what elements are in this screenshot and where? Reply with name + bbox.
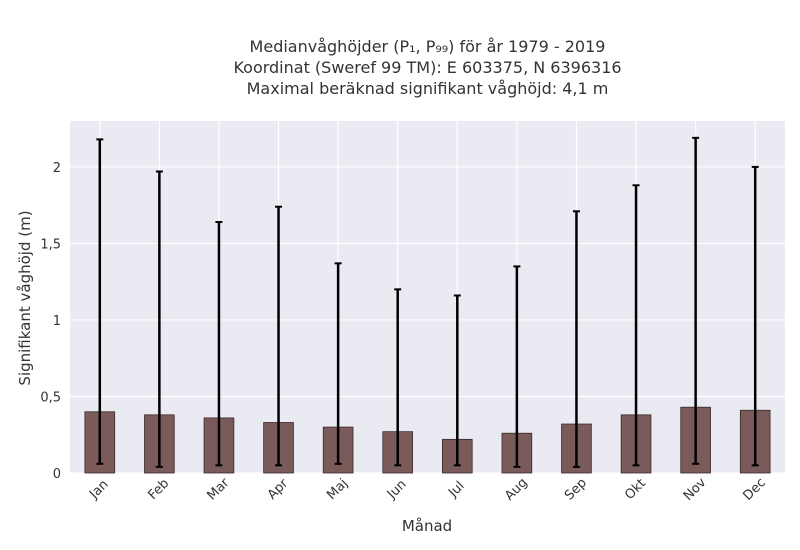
y-axis-label: Signifikant våghöjd (m) [16, 210, 34, 385]
x-tick-label: Okt [622, 476, 649, 503]
x-axis-label: Månad [402, 517, 452, 535]
y-tick-label: 1,5 [40, 237, 61, 252]
title-line-1: Medianvåghöjder (P₁, P₉₉) för år 1979 - … [249, 37, 606, 56]
x-tick-label: Dec [741, 475, 769, 503]
y-axis-ticks: 0 0,5 1 1,5 2 [40, 161, 61, 482]
y-tick-label: 0,5 [40, 390, 61, 405]
y-tick-label: 0 [53, 467, 61, 482]
x-tick-label: Feb [145, 476, 172, 503]
x-tick-label: Jan [86, 477, 111, 502]
title-line-2: Koordinat (Sweref 99 TM): E 603375, N 63… [233, 58, 622, 77]
y-tick-label: 1 [53, 314, 61, 329]
x-tick-label: Apr [265, 476, 292, 503]
x-tick-label: Sep [562, 476, 590, 504]
chart-title: Medianvåghöjder (P₁, P₉₉) för år 1979 - … [70, 36, 785, 99]
x-tick-label: Nov [681, 475, 710, 504]
y-tick-label: 2 [53, 161, 61, 176]
x-tick-label: Aug [502, 475, 531, 504]
x-tick-label: Mar [205, 475, 233, 503]
x-tick-label: Maj [324, 476, 351, 503]
error-bars [96, 136, 759, 468]
x-tick-label: Jun [384, 477, 410, 503]
x-tick-label: Jul [445, 479, 467, 501]
x-axis-ticks: Jan Feb Mar Apr Maj Jun Jul Aug Sep Okt Nov Dec [86, 475, 769, 504]
plot-area [70, 121, 785, 473]
title-line-3: Maximal beräknad signifikant våghöjd: 4,… [246, 79, 609, 98]
